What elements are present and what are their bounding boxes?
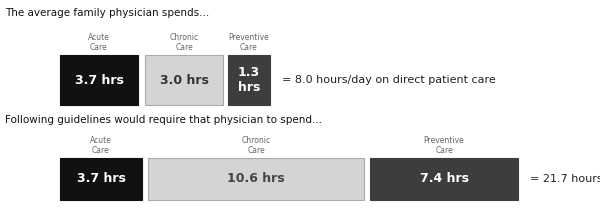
Text: Acute
Care: Acute Care bbox=[90, 136, 112, 155]
Text: = 21.7 hours/day: = 21.7 hours/day bbox=[530, 174, 600, 184]
Text: 7.4 hrs: 7.4 hrs bbox=[419, 173, 469, 186]
Text: 3.7 hrs: 3.7 hrs bbox=[74, 73, 124, 86]
Text: 1.3
hrs: 1.3 hrs bbox=[238, 66, 260, 94]
Text: Chronic
Care: Chronic Care bbox=[169, 33, 199, 52]
Text: 3.0 hrs: 3.0 hrs bbox=[160, 73, 208, 86]
Text: Acute
Care: Acute Care bbox=[88, 33, 110, 52]
Text: Chronic
Care: Chronic Care bbox=[241, 136, 271, 155]
Bar bbox=[228, 55, 270, 105]
Bar bbox=[145, 55, 223, 105]
Text: = 8.0 hours/day on direct patient care: = 8.0 hours/day on direct patient care bbox=[282, 75, 496, 85]
Bar bbox=[60, 55, 138, 105]
Bar bbox=[370, 158, 518, 200]
Text: Following guidelines would require that physician to spend...: Following guidelines would require that … bbox=[5, 115, 322, 125]
Text: 10.6 hrs: 10.6 hrs bbox=[227, 173, 285, 186]
Text: 3.7 hrs: 3.7 hrs bbox=[77, 173, 125, 186]
Bar bbox=[60, 158, 142, 200]
Bar bbox=[148, 158, 364, 200]
Text: The average family physician spends...: The average family physician spends... bbox=[5, 8, 209, 18]
Text: Preventive
Care: Preventive Care bbox=[424, 136, 464, 155]
Text: Preventive
Care: Preventive Care bbox=[229, 33, 269, 52]
